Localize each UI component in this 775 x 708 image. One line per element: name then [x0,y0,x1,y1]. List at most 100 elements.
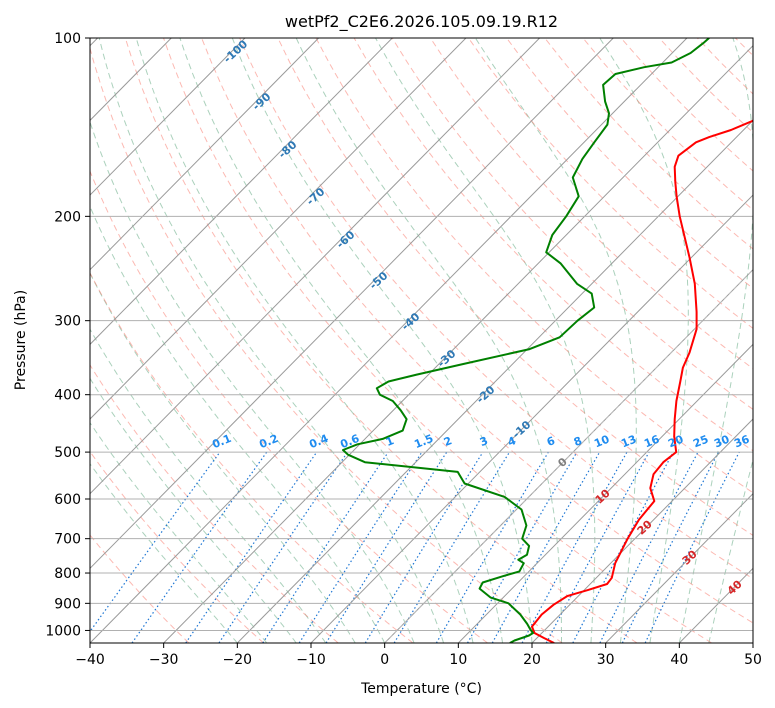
dry-adiabat [163,38,712,643]
mixing-ratio-label: 1.5 [412,432,435,451]
moist-adiabat [90,328,327,643]
isotherms [90,38,753,643]
profiles [342,38,753,643]
mixing-ratio-label: 8 [572,434,584,449]
plot-frame [89,37,754,644]
y-tick-label: 900 [54,596,81,612]
mixing-ratio-label: 16 [642,433,661,451]
moist-adiabat [179,38,503,643]
mixing-ratio-label: 0.4 [307,432,330,451]
dry-adiabat [315,38,753,494]
moist-adiabat [295,38,562,643]
mixing-ratio-label: 25 [691,433,710,451]
dry-adiabat-label: -60 [334,228,358,251]
y-tick-label: 800 [54,566,81,582]
zero-isotherm-line [384,268,753,643]
dry-adiabat [239,38,753,580]
isotherm [531,418,753,643]
isotherm [90,38,319,271]
mixing-ratio-line [185,451,318,643]
x-tick-label: 40 [670,652,688,668]
dry-adiabat [735,38,753,57]
x-tick-label: −40 [75,652,105,668]
dry-adiabat [124,38,638,643]
x-tick-label: 30 [597,652,615,668]
mixing-ratio-line [545,451,650,643]
x-tick-label: 0 [380,652,389,668]
moist-adiabat [90,205,386,643]
mixing-ratio-label: 0.6 [338,432,361,451]
x-axis-label: Temperature (°C) [360,681,482,697]
isotherm [310,194,753,643]
y-tick-label: 500 [54,445,81,461]
mixing-ratio-line [644,451,740,643]
dry-adiabat [582,38,753,211]
mixing-ratio-line [298,451,423,643]
x-tick-label: −20 [223,652,253,668]
isotherm [752,642,753,643]
x-tick-label: 10 [449,652,467,668]
mixing-ratio-lines [90,451,740,643]
dry-adiabat [658,38,753,134]
mixing-ratio-label: 13 [619,433,638,451]
dry-adiabat-label: -90 [250,90,274,113]
mixing-ratio-label: 0.1 [210,432,233,451]
moist-adiabat [90,421,268,643]
x-tick-label: −10 [296,652,326,668]
mixing-ratio-line [435,451,549,643]
mixing-ratio-label: 0.2 [257,432,280,451]
moist-adiabat [375,38,596,643]
moist-adiabat [708,457,753,643]
x-tick-label: 20 [523,652,541,668]
x-tick-label: −30 [149,652,179,668]
isotherm [605,492,753,643]
mixing-ratio-label: 6 [545,434,557,449]
dry-adiabat-label: -70 [304,185,328,208]
moist-adiabat [135,38,474,643]
mixing-ratio-line [325,451,448,643]
isotherm [457,343,753,643]
moist-adiabat [90,272,356,643]
dry-adiabat [353,38,753,452]
mixing-ratio-line [262,451,389,643]
mixing-ratio-label: 1 [384,434,396,449]
dry-adiabats [90,38,753,643]
x-axis: −40 −30 −20 −10 0 10 20 30 40 50 [75,643,762,668]
dry-adiabat [277,38,753,536]
dry-adiabat-label: -40 [399,310,423,333]
moist-adiabat [231,38,533,643]
dry-adiabat [90,364,339,643]
y-tick-label: 400 [54,388,81,404]
mixing-ratio-line [393,451,511,643]
dry-adiabat [429,38,753,370]
plot-area: -100-90-80-70-60-50-40-30-20-10010203040… [90,38,753,643]
mixing-ratio-label: 10 [592,433,611,451]
mixing-ratio-line [218,451,349,643]
y-tick-label: 700 [54,532,81,548]
y-tick-label: 100 [54,31,81,47]
moist-adiabat [90,462,238,643]
mixing-ratio-line [521,451,628,643]
dry-adiabat [544,38,753,250]
dry-adiabat [90,450,264,643]
y-tick-label: 600 [54,492,81,508]
isotherm [90,38,393,346]
chart-title: wetPf2_C2E6.2026.105.09.19.R12 [285,12,558,32]
y-axis: 100 200 300 400 500 600 700 800 900 1000 [45,31,90,639]
moist-adiabat [90,377,297,643]
profile-line [342,38,710,643]
profile-line [531,119,753,643]
mixing-ratio-label: 30 [712,433,731,451]
isotherm [90,38,246,196]
mixing-ratio-line [621,451,720,643]
zero-isotherm [384,268,753,643]
dry-adiabat [201,38,753,624]
mixing-ratio-label: 36 [732,433,751,451]
moist-adiabat [678,38,753,643]
moist-adiabat [474,38,637,643]
dry-adiabat-label: -20 [474,383,498,406]
mixing-ratio-line [364,451,484,643]
isotherm [90,38,688,643]
dry-adiabat [90,271,414,643]
